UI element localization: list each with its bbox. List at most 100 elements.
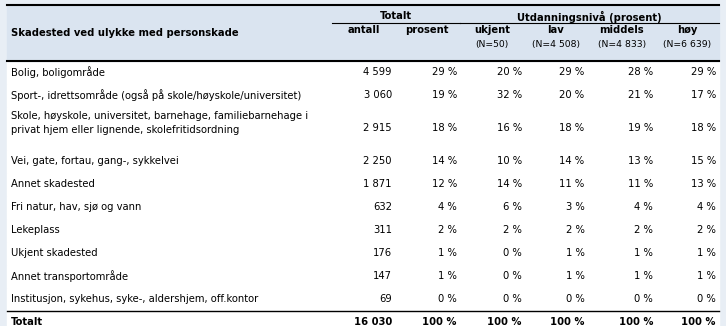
Text: Institusjon, sykehus, syke-, aldershjem, off.kontor: Institusjon, sykehus, syke-, aldershjem,… (11, 294, 258, 304)
Text: 3 %: 3 % (566, 202, 584, 213)
Text: 2 250: 2 250 (364, 156, 392, 166)
Text: 1 %: 1 % (635, 248, 653, 259)
Text: prosent: prosent (405, 25, 449, 35)
Text: Skadested ved ulykke med personskade: Skadested ved ulykke med personskade (11, 28, 238, 38)
Text: 0 %: 0 % (503, 294, 522, 304)
Text: Totalt: Totalt (11, 318, 43, 326)
Text: 16 030: 16 030 (354, 318, 392, 326)
Text: 100 %: 100 % (550, 318, 584, 326)
Text: høy: høy (677, 25, 698, 35)
Text: 2 %: 2 % (697, 225, 716, 235)
Text: 14 %: 14 % (497, 179, 522, 189)
Text: 11 %: 11 % (628, 179, 653, 189)
Text: 2 %: 2 % (438, 225, 457, 235)
Text: 2 %: 2 % (635, 225, 653, 235)
Text: Sport-, idrettsområde (også på skole/høyskole/universitet): Sport-, idrettsområde (også på skole/høy… (11, 89, 301, 101)
Bar (7, 150, 719, 173)
Text: 1 %: 1 % (697, 248, 716, 259)
Text: 10 %: 10 % (497, 156, 522, 166)
Text: 4 599: 4 599 (364, 67, 392, 77)
Text: lav: lav (547, 25, 564, 35)
Text: 1 %: 1 % (635, 272, 653, 281)
Text: middels: middels (600, 25, 644, 35)
Text: 2 %: 2 % (503, 225, 522, 235)
Text: 17 %: 17 % (690, 90, 716, 100)
Text: 14 %: 14 % (559, 156, 584, 166)
Bar (7, 196, 719, 219)
Text: 1 871: 1 871 (364, 179, 392, 189)
Text: 1 %: 1 % (566, 272, 584, 281)
Text: 100 %: 100 % (423, 318, 457, 326)
Bar (7, 84, 719, 107)
Text: (N=4 833): (N=4 833) (597, 40, 645, 49)
Text: Utdanningsnivå (prosent): Utdanningsnivå (prosent) (517, 11, 661, 23)
Text: 311: 311 (373, 225, 392, 235)
Text: Fri natur, hav, sjø og vann: Fri natur, hav, sjø og vann (11, 202, 141, 213)
Text: 69: 69 (379, 294, 392, 304)
Text: antall: antall (347, 25, 380, 35)
Text: 2 %: 2 % (566, 225, 584, 235)
Bar (7, 173, 719, 196)
Text: 11 %: 11 % (559, 179, 584, 189)
Text: Skole, høyskole, universitet, barnehage, familiebarnehage i
privat hjem eller li: Skole, høyskole, universitet, barnehage,… (11, 111, 308, 135)
Bar (7, 5, 719, 61)
Text: 32 %: 32 % (497, 90, 522, 100)
Text: 632: 632 (373, 202, 392, 213)
Text: ukjent: ukjent (474, 25, 510, 35)
Text: 0 %: 0 % (503, 248, 522, 259)
Text: 21 %: 21 % (628, 90, 653, 100)
Text: (N=50): (N=50) (476, 40, 509, 49)
Text: 0 %: 0 % (503, 272, 522, 281)
Text: Annet transportområde: Annet transportområde (11, 271, 128, 282)
Text: Vei, gate, fortau, gang-, sykkelvei: Vei, gate, fortau, gang-, sykkelvei (11, 156, 179, 166)
Text: 1 %: 1 % (438, 248, 457, 259)
Text: 2 915: 2 915 (363, 123, 392, 133)
Text: 16 %: 16 % (497, 123, 522, 133)
Text: 1 %: 1 % (566, 248, 584, 259)
Text: 19 %: 19 % (628, 123, 653, 133)
Text: 13 %: 13 % (628, 156, 653, 166)
Text: 29 %: 29 % (690, 67, 716, 77)
Bar (7, 61, 719, 84)
Bar (7, 288, 719, 311)
Text: 1 %: 1 % (697, 272, 716, 281)
Text: Lekeplass: Lekeplass (11, 225, 60, 235)
Text: 100 %: 100 % (619, 318, 653, 326)
Text: 100 %: 100 % (682, 318, 716, 326)
Text: 1 %: 1 % (438, 272, 457, 281)
Text: 4 %: 4 % (635, 202, 653, 213)
Text: 0 %: 0 % (635, 294, 653, 304)
Text: 100 %: 100 % (487, 318, 522, 326)
Text: 14 %: 14 % (432, 156, 457, 166)
Text: 0 %: 0 % (566, 294, 584, 304)
Text: 147: 147 (373, 272, 392, 281)
Text: 18 %: 18 % (432, 123, 457, 133)
Text: 3 060: 3 060 (364, 90, 392, 100)
Text: 20 %: 20 % (497, 67, 522, 77)
Text: 0 %: 0 % (697, 294, 716, 304)
Text: 4 %: 4 % (697, 202, 716, 213)
Text: 18 %: 18 % (559, 123, 584, 133)
Text: 20 %: 20 % (559, 90, 584, 100)
Text: 6 %: 6 % (503, 202, 522, 213)
Bar (7, 242, 719, 265)
Text: (N=4 508): (N=4 508) (532, 40, 580, 49)
Bar (7, 265, 719, 288)
Text: 15 %: 15 % (690, 156, 716, 166)
Text: 4 %: 4 % (438, 202, 457, 213)
Text: 28 %: 28 % (628, 67, 653, 77)
Text: 176: 176 (372, 248, 392, 259)
Text: (N=6 639): (N=6 639) (664, 40, 711, 49)
Text: 18 %: 18 % (690, 123, 716, 133)
Text: 12 %: 12 % (431, 179, 457, 189)
Bar (7, 107, 719, 150)
Text: Bolig, boligområde: Bolig, boligområde (11, 66, 105, 78)
Text: 13 %: 13 % (690, 179, 716, 189)
Text: Annet skadested: Annet skadested (11, 179, 94, 189)
Bar (7, 311, 719, 326)
Bar (7, 219, 719, 242)
Text: 0 %: 0 % (438, 294, 457, 304)
Text: 29 %: 29 % (559, 67, 584, 77)
Text: 29 %: 29 % (431, 67, 457, 77)
Text: Ukjent skadested: Ukjent skadested (11, 248, 97, 259)
